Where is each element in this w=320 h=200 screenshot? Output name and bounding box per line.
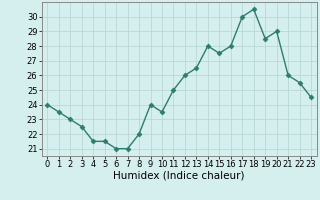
X-axis label: Humidex (Indice chaleur): Humidex (Indice chaleur) — [114, 171, 245, 181]
